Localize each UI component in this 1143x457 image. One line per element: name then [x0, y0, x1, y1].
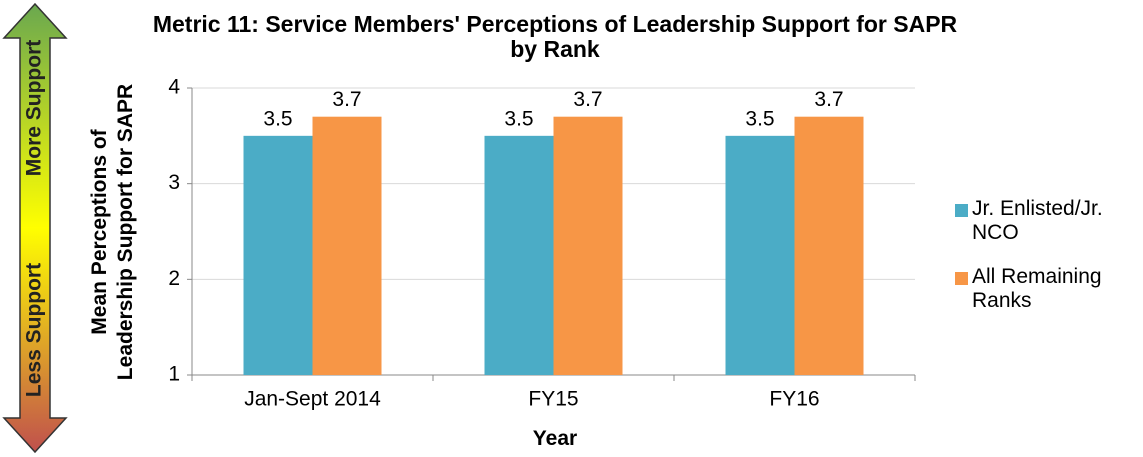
data-label: 3.5 [504, 107, 533, 130]
data-label: 3.5 [263, 107, 292, 130]
data-label: 3.7 [814, 88, 843, 111]
bar [484, 135, 554, 375]
legend-item: Jr. Enlisted/Jr. NCO [952, 197, 1142, 245]
x-axis-label: Year [532, 427, 578, 450]
legend: Jr. Enlisted/Jr. NCO All Remaining Ranks [952, 197, 1142, 333]
legend-swatch [955, 204, 968, 217]
x-tick-label: Jan-Sept 2014 [244, 388, 381, 411]
y-axis-label: Mean Perceptions of Leadership Support f… [88, 83, 137, 381]
data-label: 3.5 [745, 107, 774, 130]
legend-label: Jr. Enlisted/Jr. NCO [972, 197, 1103, 244]
bar [725, 135, 795, 375]
x-tick-label: FY16 [769, 388, 819, 411]
support-arrow [2, 2, 68, 454]
bar [553, 116, 623, 375]
y-tick-label: 4 [168, 76, 180, 99]
y-tick-label: 1 [168, 363, 180, 386]
y-tick-label: 3 [168, 171, 180, 194]
x-tick-label: FY15 [528, 388, 578, 411]
bar [794, 116, 864, 375]
data-label: 3.7 [332, 88, 361, 111]
chart-title: Metric 11: Service Members' Perceptions … [152, 11, 958, 62]
bar [312, 116, 382, 375]
arrow-label-top: More Support [23, 40, 46, 177]
y-tick-label: 2 [168, 267, 180, 290]
legend-item: All Remaining Ranks [952, 265, 1142, 313]
bar [243, 135, 313, 375]
data-label: 3.7 [573, 88, 602, 111]
legend-swatch [955, 272, 968, 285]
arrow-label-bottom: Less Support [23, 263, 46, 397]
legend-label: All Remaining Ranks [972, 265, 1102, 312]
